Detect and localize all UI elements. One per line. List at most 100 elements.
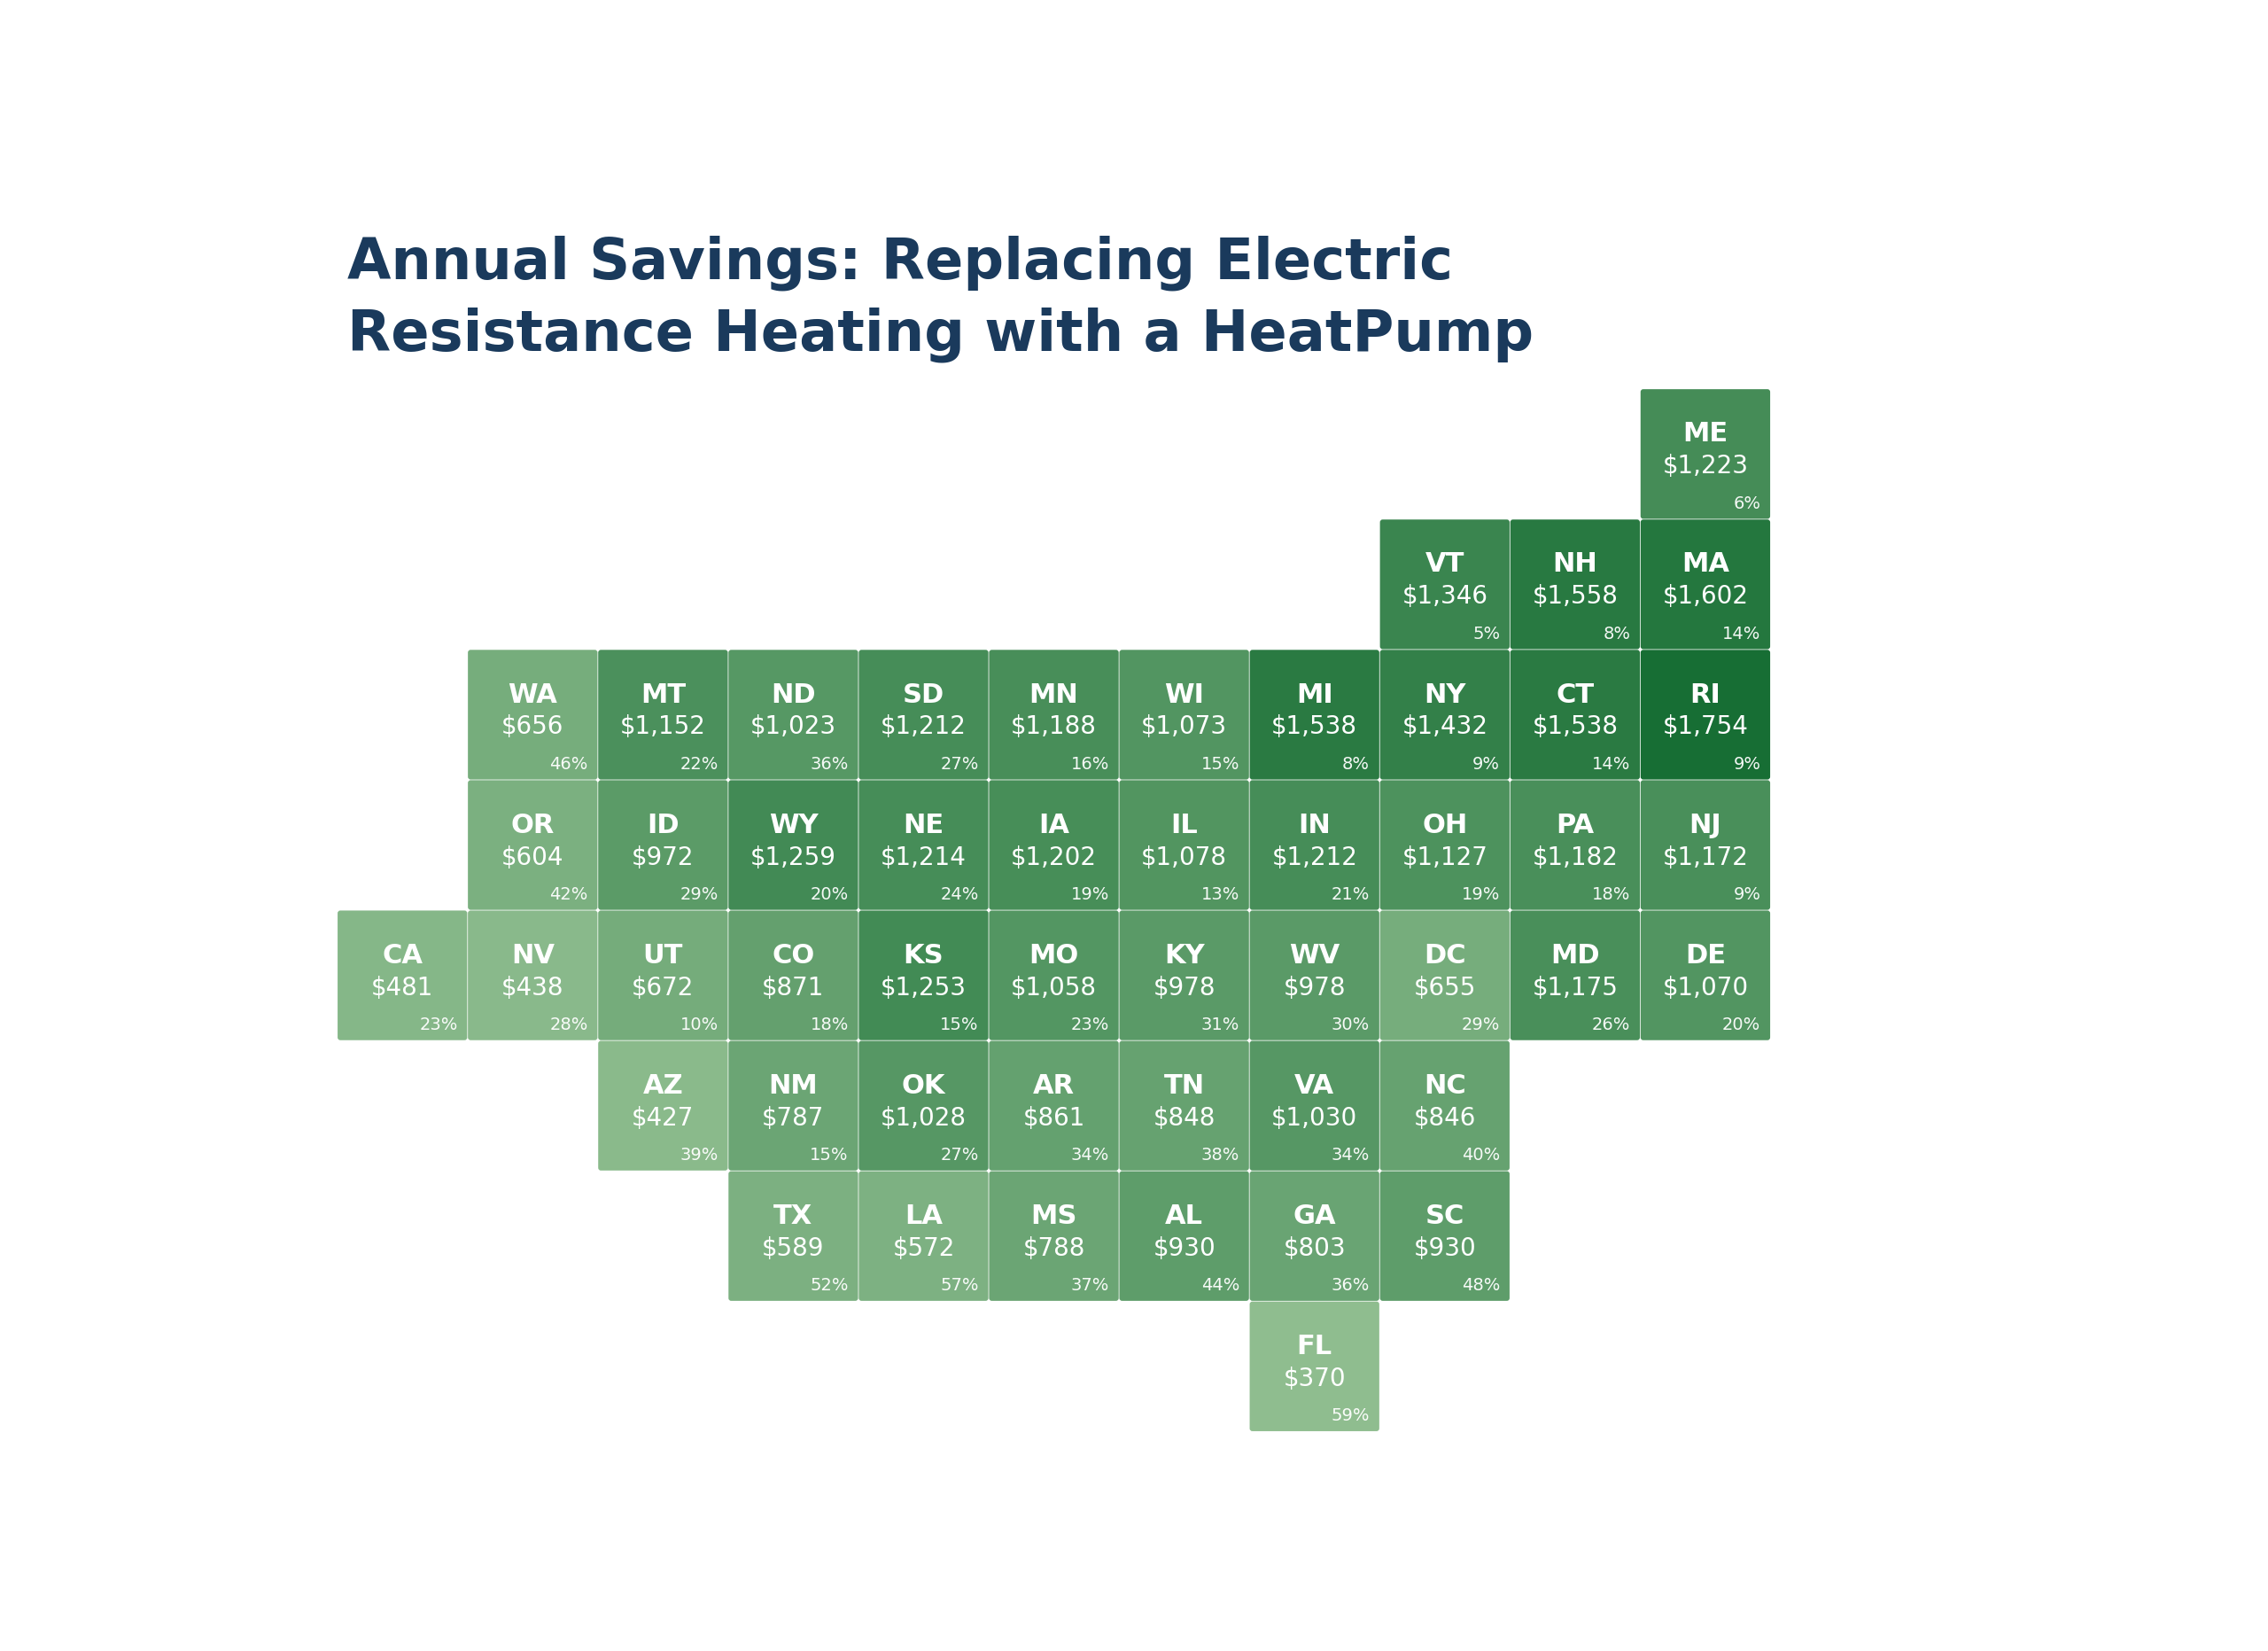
FancyBboxPatch shape xyxy=(860,781,989,910)
Text: WY: WY xyxy=(769,812,819,839)
FancyBboxPatch shape xyxy=(1640,910,1769,1040)
FancyBboxPatch shape xyxy=(860,650,989,779)
Text: 14%: 14% xyxy=(1592,756,1631,773)
Text: $978: $978 xyxy=(1284,976,1345,1001)
Text: 9%: 9% xyxy=(1472,756,1499,773)
Text: NM: NM xyxy=(769,1073,819,1098)
Text: GA: GA xyxy=(1293,1204,1336,1228)
Text: PA: PA xyxy=(1556,812,1594,839)
Text: ME: ME xyxy=(1683,421,1728,447)
Text: Resistance Heating with a HeatPump: Resistance Heating with a HeatPump xyxy=(347,307,1533,363)
Text: 14%: 14% xyxy=(1721,626,1760,642)
Text: SC: SC xyxy=(1424,1204,1465,1228)
Text: 29%: 29% xyxy=(1461,1017,1499,1034)
Text: WI: WI xyxy=(1163,682,1204,708)
Text: CA: CA xyxy=(381,943,422,969)
FancyBboxPatch shape xyxy=(1120,1040,1250,1171)
FancyBboxPatch shape xyxy=(860,1171,989,1301)
Text: 15%: 15% xyxy=(1200,756,1238,773)
Text: $572: $572 xyxy=(891,1237,955,1261)
Text: 46%: 46% xyxy=(549,756,587,773)
Text: 8%: 8% xyxy=(1343,756,1370,773)
Text: 37%: 37% xyxy=(1070,1278,1109,1294)
Text: $1,212: $1,212 xyxy=(1272,845,1356,870)
Text: 18%: 18% xyxy=(1592,887,1631,903)
Text: WV: WV xyxy=(1288,943,1340,969)
FancyBboxPatch shape xyxy=(1379,1171,1510,1301)
Text: $1,188: $1,188 xyxy=(1012,715,1098,740)
Text: NY: NY xyxy=(1424,682,1465,708)
FancyBboxPatch shape xyxy=(728,1040,857,1171)
Text: $1,078: $1,078 xyxy=(1141,845,1227,870)
FancyBboxPatch shape xyxy=(1379,1040,1510,1171)
FancyBboxPatch shape xyxy=(1510,520,1640,649)
Text: 36%: 36% xyxy=(810,756,848,773)
Text: $930: $930 xyxy=(1152,1237,1216,1261)
Text: VA: VA xyxy=(1295,1073,1334,1098)
Text: RI: RI xyxy=(1690,682,1721,708)
Text: $1,432: $1,432 xyxy=(1402,715,1488,740)
FancyBboxPatch shape xyxy=(1379,650,1510,779)
Text: MN: MN xyxy=(1030,682,1080,708)
Text: OH: OH xyxy=(1422,812,1467,839)
Text: VT: VT xyxy=(1424,551,1465,578)
FancyBboxPatch shape xyxy=(1510,650,1640,779)
Text: 13%: 13% xyxy=(1202,887,1238,903)
Text: KS: KS xyxy=(903,943,943,969)
Text: 34%: 34% xyxy=(1070,1147,1109,1164)
FancyBboxPatch shape xyxy=(1250,1040,1379,1171)
Text: 31%: 31% xyxy=(1202,1017,1238,1034)
Text: $438: $438 xyxy=(501,976,565,1001)
Text: 10%: 10% xyxy=(680,1017,719,1034)
Text: 38%: 38% xyxy=(1202,1147,1238,1164)
Text: 42%: 42% xyxy=(549,887,587,903)
Text: TN: TN xyxy=(1163,1073,1204,1098)
Text: 16%: 16% xyxy=(1070,756,1109,773)
Text: $848: $848 xyxy=(1152,1106,1216,1131)
Text: $655: $655 xyxy=(1413,976,1476,1001)
Text: 57%: 57% xyxy=(941,1278,980,1294)
Text: 23%: 23% xyxy=(1070,1017,1109,1034)
Text: $1,214: $1,214 xyxy=(880,845,966,870)
FancyBboxPatch shape xyxy=(1379,520,1510,649)
FancyBboxPatch shape xyxy=(599,650,728,779)
FancyBboxPatch shape xyxy=(1640,650,1769,779)
FancyBboxPatch shape xyxy=(1640,390,1769,518)
Text: 9%: 9% xyxy=(1733,756,1760,773)
Text: LA: LA xyxy=(905,1204,943,1228)
Text: 20%: 20% xyxy=(1721,1017,1760,1034)
Text: NV: NV xyxy=(510,943,553,969)
FancyBboxPatch shape xyxy=(1250,1301,1379,1431)
Text: $1,253: $1,253 xyxy=(880,976,966,1001)
Text: 5%: 5% xyxy=(1472,626,1499,642)
FancyBboxPatch shape xyxy=(1120,1171,1250,1301)
FancyBboxPatch shape xyxy=(1379,910,1510,1040)
Text: 24%: 24% xyxy=(941,887,980,903)
Text: NC: NC xyxy=(1424,1073,1465,1098)
Text: $1,259: $1,259 xyxy=(751,845,837,870)
Text: 26%: 26% xyxy=(1592,1017,1631,1034)
Text: MS: MS xyxy=(1030,1204,1077,1228)
FancyBboxPatch shape xyxy=(989,650,1118,779)
FancyBboxPatch shape xyxy=(467,910,596,1040)
Text: $1,028: $1,028 xyxy=(880,1106,966,1131)
Text: MD: MD xyxy=(1551,943,1599,969)
Text: 48%: 48% xyxy=(1461,1278,1499,1294)
Text: $861: $861 xyxy=(1023,1106,1084,1131)
Text: NE: NE xyxy=(903,812,943,839)
Text: 52%: 52% xyxy=(810,1278,848,1294)
Text: $871: $871 xyxy=(762,976,826,1001)
Text: $1,346: $1,346 xyxy=(1402,584,1488,609)
FancyBboxPatch shape xyxy=(599,1040,728,1171)
FancyBboxPatch shape xyxy=(989,910,1118,1040)
FancyBboxPatch shape xyxy=(1510,781,1640,910)
Text: 44%: 44% xyxy=(1202,1278,1238,1294)
FancyBboxPatch shape xyxy=(1120,781,1250,910)
Text: 18%: 18% xyxy=(810,1017,848,1034)
Text: $1,212: $1,212 xyxy=(880,715,966,740)
Text: $1,030: $1,030 xyxy=(1272,1106,1359,1131)
Text: $930: $930 xyxy=(1413,1237,1476,1261)
FancyBboxPatch shape xyxy=(860,910,989,1040)
Text: TX: TX xyxy=(773,1204,812,1228)
Text: $1,223: $1,223 xyxy=(1662,454,1749,479)
